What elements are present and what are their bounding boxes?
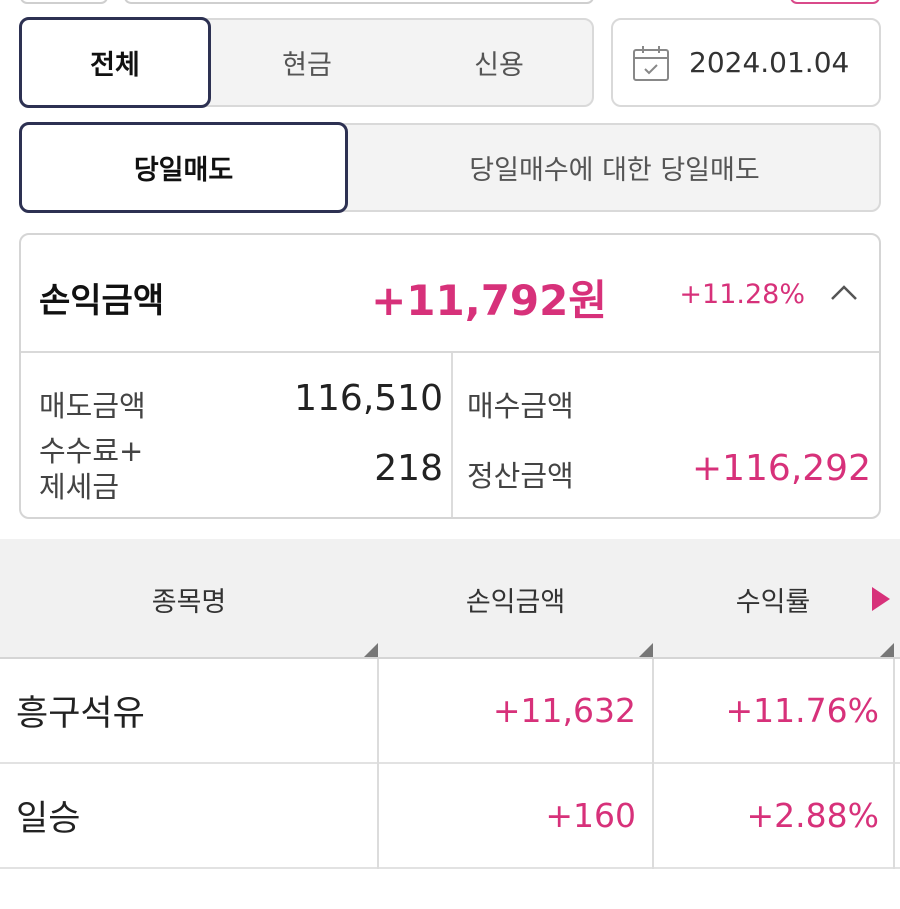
detail-divider — [451, 353, 453, 517]
tab-same-day-sell-of-buy[interactable]: 당일매수에 대한 당일매도 — [469, 155, 760, 186]
stock-profit: +11,632 — [492, 691, 636, 730]
column-divider — [652, 659, 654, 869]
buy-amount-label: 매수금액 — [467, 389, 574, 423]
stock-profit: +160 — [545, 796, 636, 835]
tab-same-day-sell[interactable]: 당일매도 — [19, 122, 348, 213]
fee-tax-value: 218 — [374, 448, 443, 489]
scroll-right-icon[interactable] — [872, 587, 890, 611]
settlement-value: +116,292 — [691, 448, 871, 489]
stock-name: 일승 — [16, 799, 81, 839]
column-header-rate[interactable]: 수익률 — [735, 586, 811, 618]
top-control-right[interactable] — [790, 0, 880, 4]
stock-table: 종목명 손익금액 수익률 흥구석유 +11,632 +11.76% 일승 +16… — [0, 539, 900, 869]
table-row[interactable]: 흥구석유 +11,632 +11.76% — [0, 659, 900, 764]
column-header-profit[interactable]: 손익금액 — [465, 586, 566, 618]
profit-rate: +11.28% — [679, 279, 805, 310]
calendar-icon — [633, 45, 669, 81]
column-resize-handle[interactable] — [639, 643, 653, 657]
settlement-label: 정산금액 — [467, 459, 574, 493]
top-control-left[interactable] — [20, 0, 108, 4]
fee-tax-label: 수수료+ 제세금 — [39, 433, 143, 505]
filter-all-button[interactable]: 전체 — [19, 17, 211, 108]
stock-name: 흥구석유 — [16, 694, 145, 734]
column-divider — [893, 659, 895, 869]
sell-amount-value: 116,510 — [294, 378, 443, 419]
column-resize-handle[interactable] — [364, 643, 378, 657]
table-row[interactable]: 일승 +160 +2.88% — [0, 764, 900, 869]
date-value: 2024.01.04 — [689, 46, 850, 79]
column-header-name[interactable]: 종목명 — [151, 586, 227, 618]
sell-type-filter: 당일매도 당일매수에 대한 당일매도 — [19, 122, 881, 213]
date-picker[interactable]: 2024.01.04 — [611, 18, 881, 107]
summary-header[interactable]: 손익금액 +11,792원 +11.28% — [21, 235, 879, 353]
profit-label: 손익금액 — [39, 281, 165, 321]
fee-tax-label-line2: 제세금 — [39, 470, 120, 504]
stock-rate: +2.88% — [746, 796, 879, 835]
profit-summary-panel: 손익금액 +11,792원 +11.28% 매도금액 116,510 매수금액 … — [19, 233, 881, 519]
profit-amount: +11,792원 — [371, 276, 607, 325]
filter-cash-button[interactable]: 현금 — [282, 50, 332, 81]
account-filter: 전체 현금 신용 — [19, 17, 594, 108]
stock-rate: +11.76% — [725, 691, 879, 730]
chevron-up-icon[interactable] — [829, 283, 859, 303]
sell-amount-label: 매도금액 — [39, 389, 146, 423]
top-control-middle[interactable] — [124, 0, 594, 4]
fee-tax-label-line1: 수수료+ — [39, 434, 144, 468]
column-divider — [377, 659, 379, 869]
table-header: 종목명 손익금액 수익률 — [0, 539, 900, 659]
filter-credit-button[interactable]: 신용 — [474, 50, 524, 81]
column-resize-handle[interactable] — [880, 643, 894, 657]
